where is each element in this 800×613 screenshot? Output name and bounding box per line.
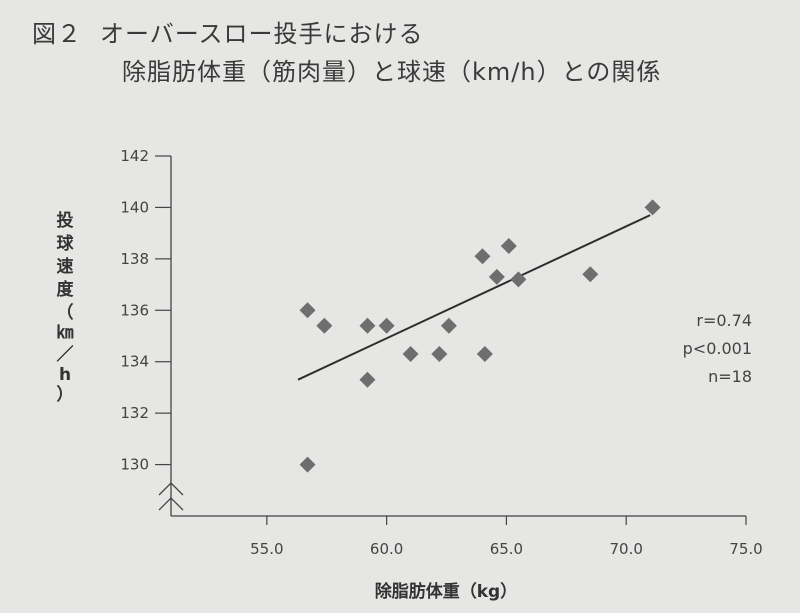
- data-point: [316, 317, 333, 334]
- stat-label: n=18: [708, 367, 752, 386]
- y-axis-title-char: ）: [57, 384, 74, 405]
- x-tick-label: 65.0: [490, 540, 523, 558]
- x-axis-title: 除脂肪体重（kg）: [375, 581, 517, 602]
- y-axis-title-char: ／: [57, 344, 74, 365]
- data-point: [488, 268, 505, 285]
- data-point: [359, 317, 376, 334]
- y-axis-title-char: 度: [57, 279, 75, 300]
- figure-title-text: オーバースロー投手における: [100, 20, 424, 48]
- figure-label: 図２: [32, 20, 82, 48]
- y-axis-title-char: ㎞: [57, 323, 74, 343]
- x-tick-label: 60.0: [370, 540, 403, 558]
- data-point: [474, 248, 491, 265]
- y-tick-label: 130: [120, 456, 149, 474]
- stat-label: r=0.74: [696, 311, 752, 330]
- data-point: [431, 346, 448, 362]
- regression-line: [297, 214, 651, 381]
- y-axis-title-char: 投: [57, 210, 74, 231]
- y-tick-label: 142: [120, 147, 149, 165]
- y-tick-label: 132: [120, 404, 149, 422]
- y-axis-title-char: （: [57, 302, 74, 323]
- x-tick-label: 70.0: [610, 540, 643, 558]
- data-point: [476, 346, 493, 362]
- y-axis-title-char: h: [59, 365, 71, 385]
- x-tick-label: 55.0: [250, 540, 283, 558]
- data-point: [644, 199, 661, 216]
- data-point: [440, 317, 457, 334]
- data-point: [299, 456, 316, 473]
- stat-label: p<0.001: [683, 339, 752, 358]
- y-tick-label: 136: [120, 301, 149, 319]
- data-point: [359, 371, 376, 388]
- data-point: [500, 238, 517, 254]
- y-tick-label: 134: [120, 353, 149, 371]
- axis-break-mark: [158, 497, 184, 511]
- y-tick-label: 140: [120, 198, 149, 216]
- axis-break-mark: [158, 482, 184, 496]
- y-axis-title-char: 速: [57, 256, 74, 277]
- data-point: [582, 266, 599, 283]
- data-point: [299, 302, 316, 319]
- y-axis-title-char: 球: [57, 234, 75, 254]
- data-point: [378, 317, 395, 334]
- figure-title-line1: 図２ オーバースロー投手における: [32, 14, 424, 49]
- y-tick-label: 138: [120, 250, 149, 268]
- x-tick-label: 75.0: [729, 540, 762, 558]
- data-point: [402, 346, 419, 362]
- figure-title-line2: 除脂肪体重（筋肉量）と球速（km/h）との関係: [122, 58, 662, 86]
- data-point: [510, 271, 527, 288]
